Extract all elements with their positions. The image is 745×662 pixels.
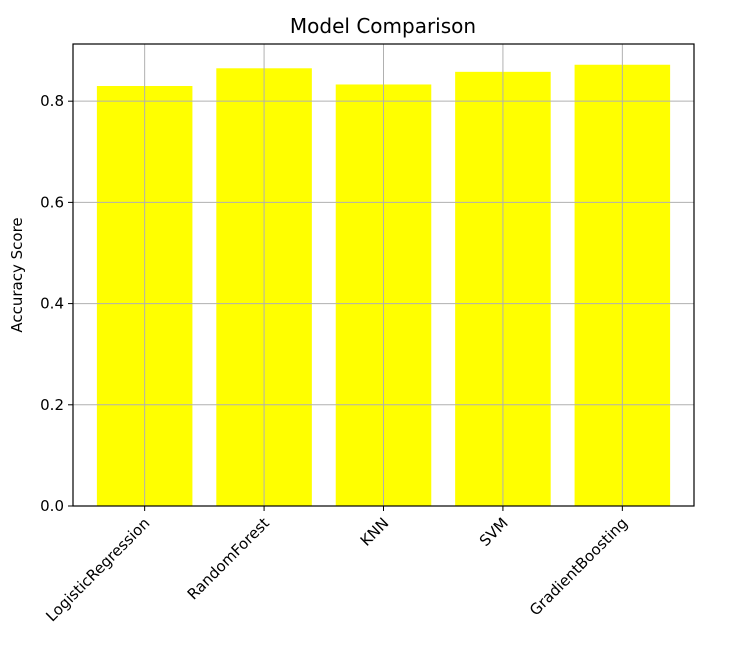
y-tick-label: 0.0 [40,497,64,515]
x-tick-label: RandomForest [184,514,273,603]
y-tick-label: 0.4 [40,295,64,313]
x-tick-label: LogisticRegression [42,514,153,625]
y-axis-ticks: 0.0 0.2 0.4 0.6 0.8 [40,92,73,515]
grid-lines [73,44,694,507]
x-tick-label: SVM [476,514,512,550]
y-tick-label: 0.6 [40,193,64,211]
y-tick-label: 0.8 [40,92,64,110]
y-tick-label: 0.2 [40,396,64,414]
chart-title: Model Comparison [290,14,476,38]
x-axis-ticks: LogisticRegression RandomForest KNN SVM Grad… [42,506,631,625]
x-tick-label: GradientBoosting [526,514,631,619]
y-axis-label: Accuracy Score [8,217,26,332]
x-tick-label: KNN [357,514,393,550]
